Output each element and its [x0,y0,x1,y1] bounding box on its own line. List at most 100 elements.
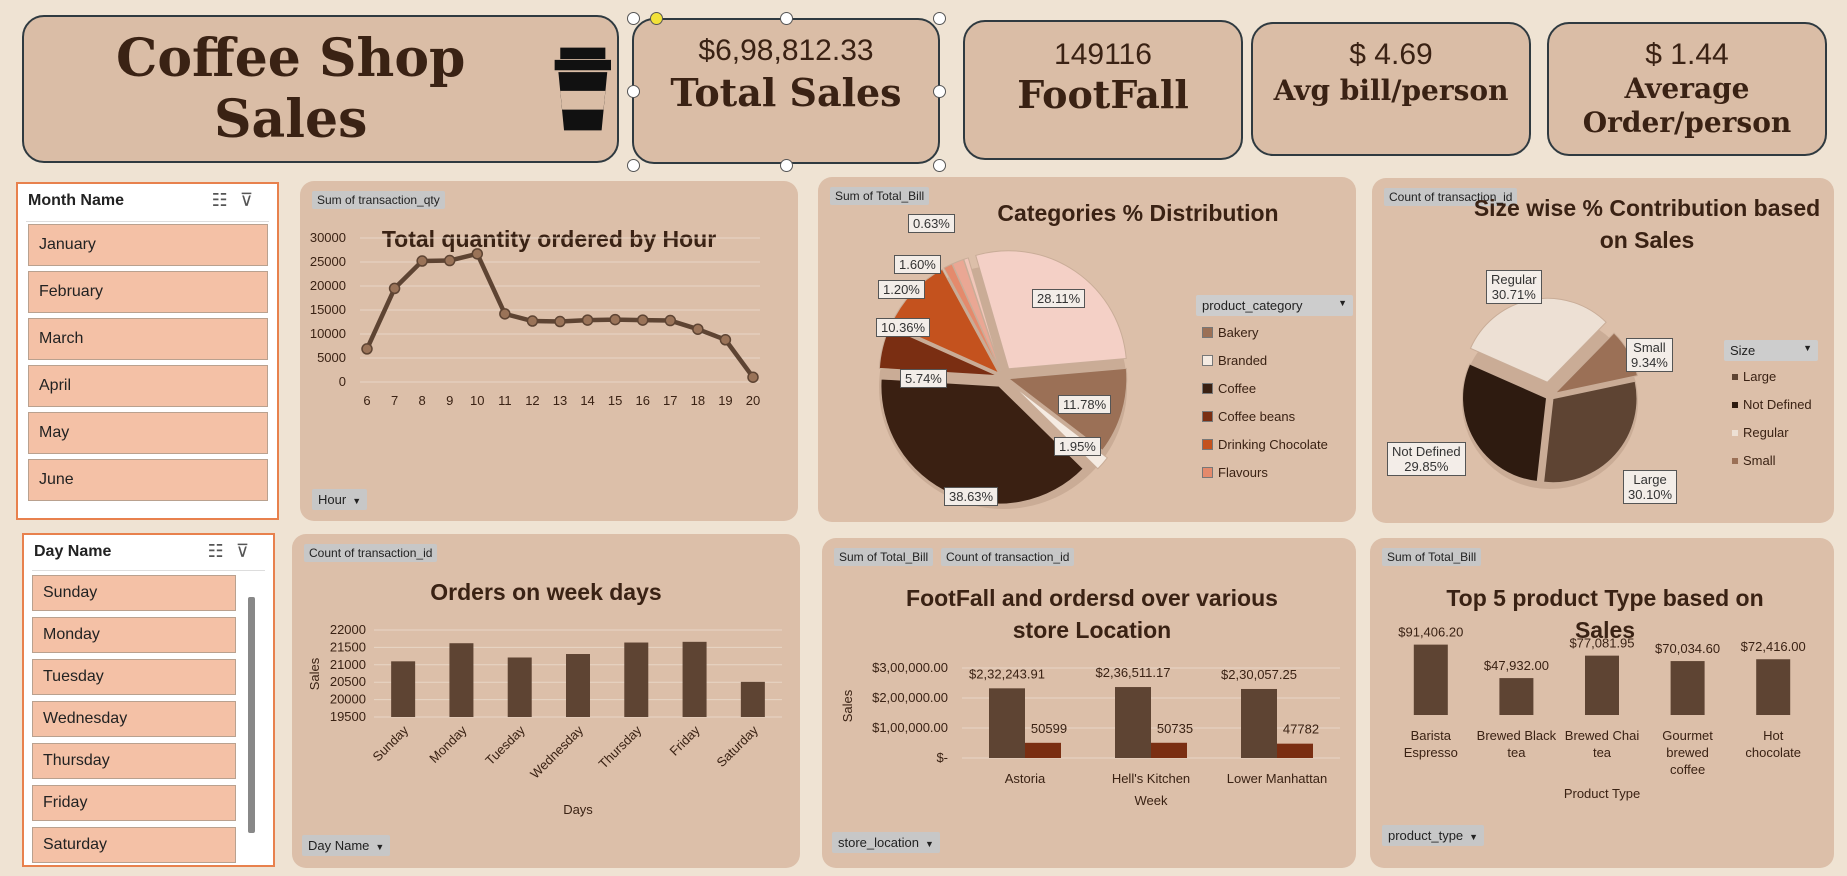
slicer-item-june[interactable]: June [28,459,268,501]
bar [1499,678,1534,715]
legend-item[interactable]: Coffee [1202,381,1256,396]
resize-handle[interactable] [627,85,640,98]
size-slice [1543,380,1638,484]
hour-filter-label: Hour [318,492,347,507]
legend-item[interactable]: Flavours [1202,465,1268,480]
field-chip[interactable]: Sum of Total_Bill [834,548,934,566]
clear-filter-icon[interactable]: ⊽ [239,190,265,210]
x-tick-label: 15 [608,393,622,408]
resize-handle[interactable] [933,159,946,172]
footfall-card: 149116 FootFall [963,20,1243,160]
x-tick-label: Barista Espresso [1404,728,1458,760]
resize-handle[interactable] [780,159,793,172]
day-name-filter-button[interactable]: Day Name ▼ [302,835,391,856]
data-label: $91,406.20 [1398,625,1463,640]
field-chip[interactable]: Sum of Total_Bill [1382,548,1482,566]
resize-handle[interactable] [627,159,640,172]
chart-title: Orders on week days [430,579,662,605]
slicer-item-friday[interactable]: Friday [32,785,236,821]
clear-filter-icon[interactable]: ⊽ [235,541,261,561]
bar [989,688,1025,758]
size-legend-filter[interactable]: Size ▼ [1724,340,1818,361]
legend-label: Branded [1218,353,1268,368]
data-point [526,315,539,327]
weekday-chart-panel: Count of transaction_id Orders on week d… [292,534,800,868]
legend-item[interactable]: Branded [1202,353,1267,368]
data-label: Large 30.10% [1623,470,1678,504]
slicer-scrollbar[interactable] [248,597,255,833]
y-tick-label: 21000 [330,657,366,672]
resize-handle[interactable] [933,12,946,25]
x-tick-label: Brewed Black tea [1477,728,1557,760]
y-tick-label: 15000 [310,302,346,317]
resize-handle[interactable] [627,12,640,25]
field-chip[interactable]: Sum of transaction_qty [312,191,445,209]
slicer-toolbar: ☷⊽ [212,190,265,211]
bar [1585,655,1619,715]
legend-item[interactable]: Large [1732,369,1776,384]
data-label: 1.60% [894,255,941,274]
slicer-item-january[interactable]: January [28,224,268,266]
slicer-item-tuesday[interactable]: Tuesday [32,659,236,695]
resize-handle[interactable] [933,85,946,98]
total-sales-label: Total Sales [670,70,902,115]
product-type-filter-label: product_type [1388,828,1464,843]
day-name-filter-label: Day Name [308,838,370,853]
avg-bill-value: $ 4.69 [1349,38,1433,71]
legend-swatch [1202,467,1213,478]
slicer-item-saturday[interactable]: Saturday [32,827,236,863]
y-tick-label: 20500 [330,674,366,689]
data-point [692,323,704,335]
slicer-item-monday[interactable]: Monday [32,617,236,653]
data-point [719,334,732,346]
field-chip[interactable]: Count of transaction_id [941,548,1075,566]
size-pie-chart [1462,297,1639,489]
multi-select-icon[interactable]: ☷ [211,190,240,210]
y-axis-label: Sales [307,657,322,690]
slicer-item-sunday[interactable]: Sunday [32,575,236,611]
x-tick-label: Hot chocolate [1745,728,1801,760]
legend-item[interactable]: Coffee beans [1202,409,1295,424]
product-type-filter-button[interactable]: product_type ▼ [1382,825,1485,846]
slicer-item-march[interactable]: March [28,318,268,360]
legend-item[interactable]: Bakery [1202,325,1258,340]
total-sales-value: $6,98,812.33 [698,34,874,67]
hour-filter-button[interactable]: Hour ▼ [312,489,368,510]
slicer-item-april[interactable]: April [28,365,268,407]
multi-select-icon[interactable]: ☷ [207,541,236,561]
y-tick-label: $3,00,000.00 [872,660,948,675]
adjust-handle[interactable] [650,12,663,25]
x-tick-label: 14 [580,393,594,408]
store-location-filter-button[interactable]: store_location ▼ [832,832,940,853]
legend-item[interactable]: Regular [1732,425,1789,440]
slicer-item-thursday[interactable]: Thursday [32,743,236,779]
legend-label: Not Defined [1743,397,1812,412]
total-sales-card[interactable]: $6,98,812.33 Total Sales [632,18,940,164]
chart-title: Size wise % Contribution based on Sales [1472,192,1822,256]
slicer-item-february[interactable]: February [28,271,268,313]
field-chip[interactable]: Sum of Total_Bill [830,187,930,205]
location-bar-chart: $- $1,00,000.00 $2,00,000.00 $3,00,000.00 $2… [840,660,1340,808]
bar [1115,687,1151,758]
field-chip[interactable]: Count of transaction_id [1384,188,1518,206]
y-tick-label: 22000 [330,622,366,637]
legend-item[interactable]: Small [1732,453,1776,468]
category-slice [963,257,1002,372]
legend-item[interactable]: Not Defined [1732,397,1812,412]
bar [1277,743,1313,758]
slicer-item-may[interactable]: May [28,412,268,454]
resize-handle[interactable] [780,12,793,25]
chart-title: FootFall and ordersd over various store … [852,582,1332,646]
legend-swatch [1202,439,1213,450]
category-legend-filter[interactable]: product_category ▼ [1196,295,1353,316]
legend-item[interactable]: Drinking Chocolate [1202,437,1328,452]
y-tick-label: 20000 [310,278,346,293]
bar [449,643,474,717]
bar [1756,659,1791,715]
data-point [361,343,373,355]
x-tick-label: Monday [426,722,470,766]
slicer-item-wednesday[interactable]: Wednesday [32,701,236,737]
field-chip[interactable]: Count of transaction_id [304,544,438,562]
data-label: 10.36% [876,318,931,337]
category-slice [943,263,1001,372]
